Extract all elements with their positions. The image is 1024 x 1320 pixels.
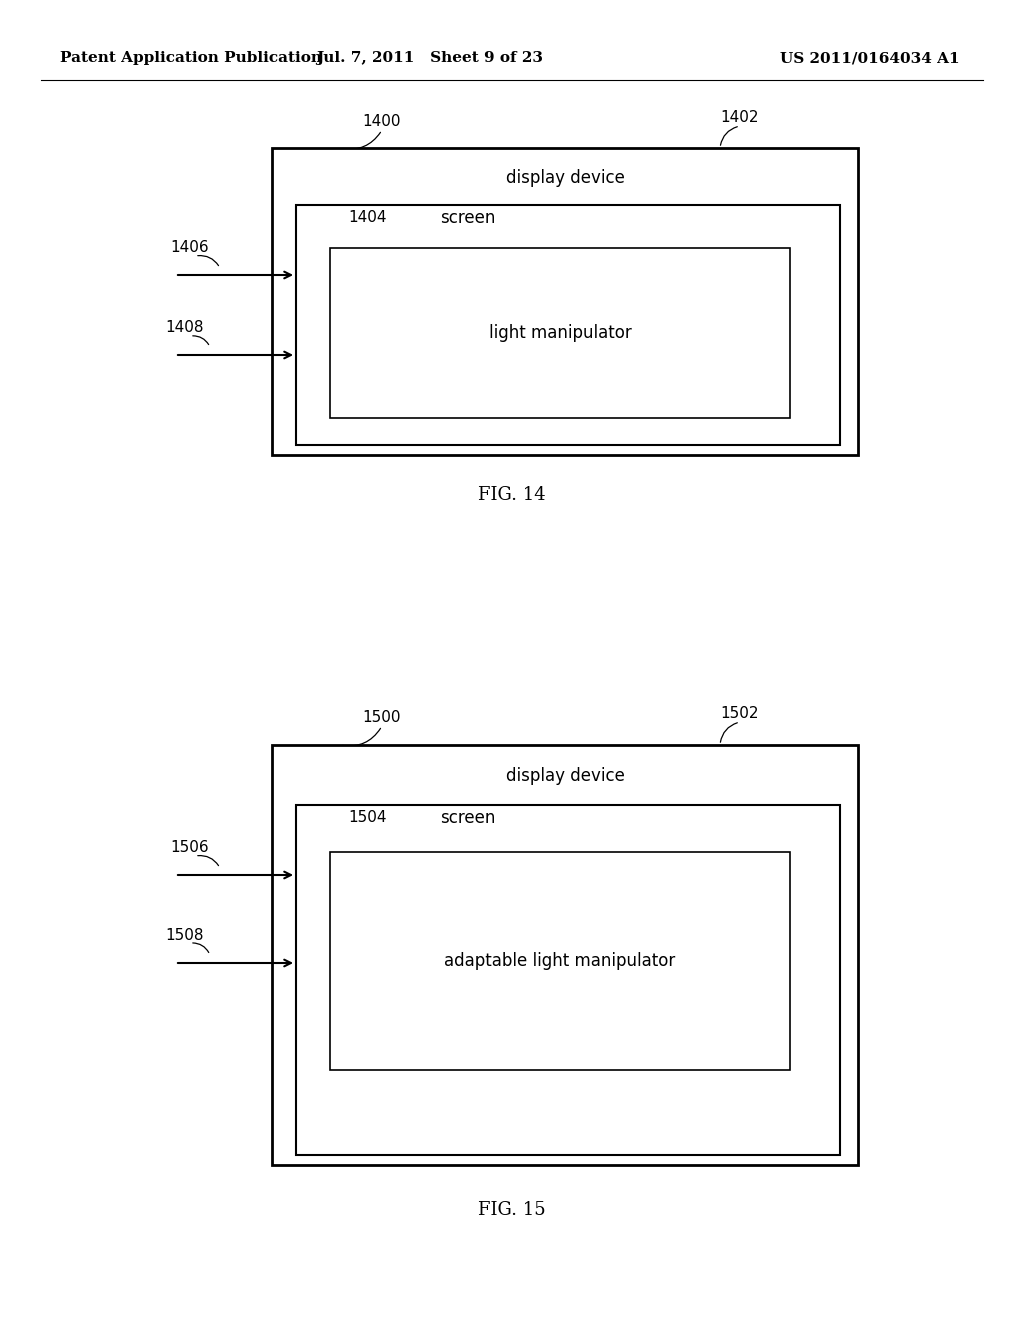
Text: US 2011/0164034 A1: US 2011/0164034 A1 [780, 51, 961, 65]
FancyArrowPatch shape [721, 723, 737, 742]
Text: adaptable light manipulator: adaptable light manipulator [444, 952, 676, 970]
Text: FIG. 14: FIG. 14 [478, 486, 546, 504]
Text: 1406: 1406 [171, 240, 209, 256]
Text: display device: display device [506, 169, 625, 187]
FancyArrowPatch shape [193, 942, 209, 953]
Text: 1508: 1508 [166, 928, 204, 942]
FancyArrowPatch shape [343, 132, 381, 149]
Bar [330, 248, 790, 418]
Text: Jul. 7, 2011   Sheet 9 of 23: Jul. 7, 2011 Sheet 9 of 23 [316, 51, 544, 65]
Bar [296, 205, 840, 445]
Text: 1400: 1400 [362, 115, 401, 129]
Text: 1408: 1408 [166, 321, 204, 335]
Text: 1500: 1500 [362, 710, 401, 726]
FancyArrowPatch shape [343, 729, 381, 746]
Bar [330, 851, 790, 1071]
Text: 1404: 1404 [349, 210, 387, 226]
FancyArrowPatch shape [198, 855, 218, 866]
FancyArrowPatch shape [198, 256, 218, 265]
Text: 1502: 1502 [721, 706, 759, 722]
Text: light manipulator: light manipulator [488, 323, 632, 342]
Text: display device: display device [506, 767, 625, 785]
Text: Patent Application Publication: Patent Application Publication [60, 51, 322, 65]
Text: 1504: 1504 [349, 810, 387, 825]
FancyArrowPatch shape [350, 808, 366, 825]
Text: screen: screen [440, 209, 496, 227]
Text: screen: screen [440, 809, 496, 828]
FancyArrowPatch shape [193, 335, 209, 345]
Bar [296, 805, 840, 1155]
Text: 1506: 1506 [171, 841, 209, 855]
FancyArrowPatch shape [350, 207, 366, 226]
Bar [272, 744, 858, 1166]
FancyArrowPatch shape [721, 127, 737, 145]
Text: 1402: 1402 [721, 111, 759, 125]
Bar [272, 148, 858, 455]
Text: FIG. 15: FIG. 15 [478, 1201, 546, 1218]
